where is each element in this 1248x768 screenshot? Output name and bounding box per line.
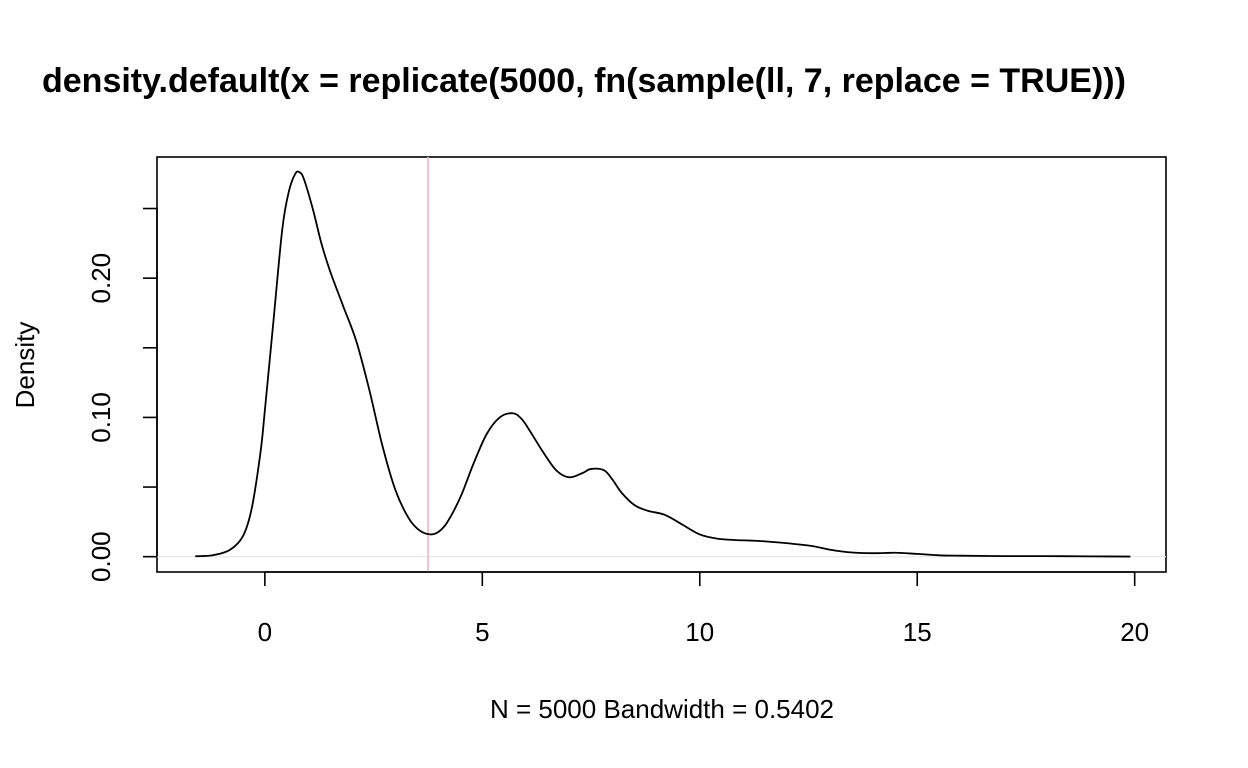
x-tick-label: 10	[685, 617, 714, 647]
y-axis-label: Density	[10, 322, 40, 409]
y-tick-label: 0.20	[86, 253, 116, 304]
plot-box	[156, 156, 1167, 573]
x-tick-label: 20	[1120, 617, 1149, 647]
x-tick-label: 0	[258, 617, 272, 647]
x-tick-label: 15	[903, 617, 932, 647]
chart-title: density.default(x = replicate(5000, fn(s…	[42, 62, 1126, 100]
x-axis-label: N = 5000 Bandwidth = 0.5402	[490, 694, 834, 724]
x-tick-label: 5	[475, 617, 489, 647]
y-tick-label: 0.00	[86, 531, 116, 582]
y-tick-label: 0.10	[86, 392, 116, 443]
density-curve	[195, 170, 1131, 558]
